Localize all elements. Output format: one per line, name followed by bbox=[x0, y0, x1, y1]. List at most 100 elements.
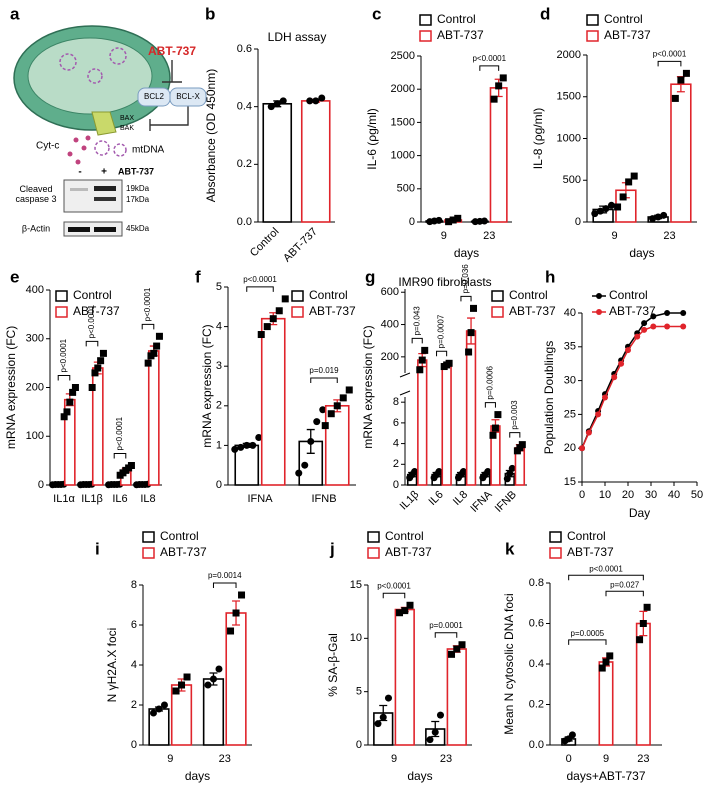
bar bbox=[670, 83, 692, 223]
data-point bbox=[374, 720, 382, 728]
significance-bracket bbox=[434, 632, 458, 638]
x-axis-label: days bbox=[407, 769, 432, 783]
data-point bbox=[619, 193, 627, 201]
y-tick-label: 0 bbox=[575, 216, 581, 228]
x-tick-label: 30 bbox=[645, 489, 657, 501]
y-tick-label: 0.8 bbox=[529, 577, 544, 589]
x-tick-label: 40 bbox=[668, 489, 680, 501]
x-axis-label: days bbox=[454, 246, 479, 260]
data-point bbox=[448, 650, 456, 658]
y-tick-label: 400 bbox=[26, 284, 44, 296]
data-point bbox=[465, 348, 473, 356]
data-point bbox=[598, 664, 606, 672]
x-tick-label: 50 bbox=[691, 489, 703, 501]
data-point bbox=[313, 418, 321, 426]
data-point bbox=[445, 359, 453, 367]
data-point bbox=[625, 347, 631, 354]
panel-letter: i bbox=[95, 539, 100, 558]
data-point bbox=[606, 652, 614, 660]
band-size: 45kDa bbox=[126, 224, 150, 233]
cyt-c-dots bbox=[67, 135, 91, 165]
data-point bbox=[643, 603, 651, 611]
data-point bbox=[680, 310, 687, 316]
data-point bbox=[636, 636, 644, 644]
x-tick-label: 9 bbox=[603, 753, 609, 765]
x-tick-label: 9 bbox=[441, 230, 447, 242]
data-point bbox=[607, 201, 615, 209]
y-tick-label: 10 bbox=[350, 632, 362, 644]
data-point bbox=[312, 97, 320, 105]
y-axis-label: mRNA expression (FC) bbox=[4, 326, 18, 449]
data-point bbox=[263, 323, 271, 331]
data-point bbox=[273, 100, 281, 108]
data-point bbox=[595, 411, 602, 418]
legend-label: Control bbox=[567, 529, 606, 543]
data-point bbox=[596, 207, 604, 215]
data-point bbox=[178, 681, 186, 689]
data-point bbox=[491, 424, 499, 432]
y-tick-label: 200 bbox=[381, 351, 399, 363]
panel-letter: e bbox=[10, 267, 19, 286]
legend-swatch bbox=[142, 531, 155, 543]
bar bbox=[417, 359, 428, 486]
data-point bbox=[654, 213, 662, 221]
data-point bbox=[416, 366, 424, 374]
significance-bracket bbox=[509, 432, 521, 438]
bar bbox=[394, 608, 415, 746]
data-point bbox=[568, 731, 576, 739]
y-tick-label: 500 bbox=[563, 174, 581, 186]
p-value: p=0.0001 bbox=[429, 621, 463, 630]
bar bbox=[441, 364, 452, 486]
x-axis-label: days bbox=[629, 246, 654, 260]
legend-swatch bbox=[291, 290, 304, 302]
blot-band bbox=[94, 197, 116, 201]
p-value: p=0.019 bbox=[309, 366, 339, 375]
data-point bbox=[306, 97, 314, 105]
lane-label: - bbox=[78, 167, 81, 178]
significance-bracket bbox=[605, 590, 644, 597]
p-value: p=0.003 bbox=[510, 400, 519, 430]
legend-label: ABT-737 bbox=[160, 545, 207, 559]
data-point bbox=[243, 441, 251, 449]
data-point bbox=[426, 736, 434, 744]
legend-swatch bbox=[491, 290, 504, 302]
data-point bbox=[421, 346, 429, 354]
panel-letter: b bbox=[205, 4, 215, 23]
data-point bbox=[281, 295, 289, 303]
panel-letter: f bbox=[195, 267, 201, 286]
y-tick-label: 0.2 bbox=[237, 158, 252, 170]
x-tick-label: 23 bbox=[440, 753, 452, 765]
data-point bbox=[66, 398, 74, 406]
legend-label: Control bbox=[509, 288, 548, 302]
legend-label: ABT-737 bbox=[437, 28, 484, 42]
p-value: p<0.0001 bbox=[87, 304, 96, 338]
bar bbox=[147, 350, 160, 486]
data-point bbox=[639, 620, 647, 627]
data-point bbox=[232, 609, 240, 617]
data-point bbox=[508, 464, 516, 472]
data-point bbox=[682, 69, 690, 77]
y-tick-label: 8 bbox=[131, 579, 137, 591]
legend-label: ABT-737 bbox=[604, 28, 651, 42]
significance-bracket bbox=[310, 377, 338, 383]
x-tick-label: 0 bbox=[566, 753, 572, 765]
significance-bracket bbox=[141, 323, 155, 330]
blot-band bbox=[68, 227, 90, 232]
data-point bbox=[630, 172, 638, 180]
legend-label: ABT-737 bbox=[73, 304, 120, 318]
protein-label: BAK bbox=[120, 125, 134, 132]
y-tick-label: 2 bbox=[216, 400, 222, 412]
chart-title: IMR90 fibroblasts bbox=[398, 275, 491, 289]
x-tick-label: 9 bbox=[611, 230, 617, 242]
y-tick-label: 15 bbox=[350, 579, 362, 591]
data-point bbox=[321, 422, 329, 430]
protein-label: BCL2 bbox=[144, 92, 165, 101]
significance-bracket bbox=[411, 337, 423, 344]
x-axis-label: Day bbox=[629, 506, 650, 520]
data-point bbox=[591, 210, 599, 218]
data-point bbox=[445, 218, 453, 226]
data-point bbox=[249, 441, 257, 449]
data-point bbox=[602, 205, 610, 213]
y-tick-label: 5 bbox=[356, 686, 362, 698]
legend-swatch bbox=[367, 547, 380, 559]
